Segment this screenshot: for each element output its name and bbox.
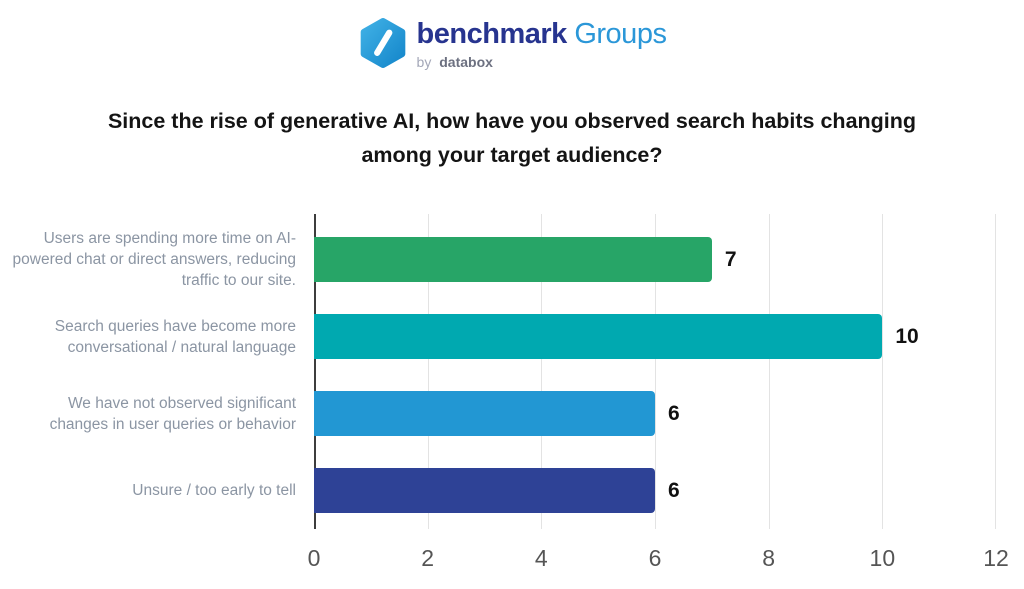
- brand-name-benchmark: benchmark: [416, 18, 568, 50]
- gridline: [995, 214, 996, 529]
- brand-logo: benchmark Groups by databox: [0, 0, 1024, 71]
- chart-row: Unsure / too early to tell 6: [0, 452, 1024, 529]
- brand-byline: by databox: [417, 53, 667, 71]
- value-label: 6: [668, 401, 680, 425]
- bar: [314, 468, 655, 513]
- gridline: [882, 214, 884, 529]
- chart-row: Search queries have become more conversa…: [0, 298, 1024, 375]
- bar: [314, 314, 883, 359]
- value-label: 6: [668, 478, 680, 502]
- bar-chart: Users are spending more time on AI-power…: [0, 214, 1024, 573]
- brand-name: benchmark Groups: [417, 17, 667, 51]
- category-label: Unsure / too early to tell: [132, 482, 296, 499]
- bar: [314, 391, 655, 436]
- databox-hexagon-icon: [360, 18, 405, 68]
- x-tick-label: 6: [648, 545, 662, 571]
- grid-layer: [314, 214, 996, 529]
- bar-cell: 7: [314, 237, 996, 282]
- x-tick-label: 10: [869, 545, 896, 571]
- x-tick-label: 4: [534, 545, 548, 571]
- gridline: [541, 214, 543, 529]
- category-label: We have not observed significant changes…: [49, 394, 296, 433]
- bar: [314, 237, 712, 282]
- gridline: [655, 214, 656, 529]
- x-axis: 0 2 4 6 8 10 12: [308, 545, 1009, 573]
- category-label: Search queries have become more conversa…: [54, 317, 296, 356]
- x-tick-label: 2: [421, 545, 435, 571]
- chart-row: Users are spending more time on AI-power…: [0, 221, 1024, 298]
- value-label: 10: [895, 324, 919, 348]
- brand-name-groups: Groups: [574, 18, 667, 50]
- plot-area: Users are spending more time on AI-power…: [0, 214, 1024, 529]
- gridline: [427, 214, 429, 529]
- x-tick-label: 12: [983, 545, 1009, 571]
- value-label: 7: [724, 247, 737, 271]
- brand-text: benchmark Groups by databox: [417, 17, 667, 71]
- bar-cell: 6: [314, 468, 996, 513]
- byline-databox: databox: [439, 54, 493, 70]
- gridline: [768, 214, 770, 529]
- category-label: Users are spending more time on AI-power…: [12, 230, 296, 289]
- chart-row: We have not observed significant changes…: [0, 375, 1024, 452]
- chart-rows: Users are spending more time on AI-power…: [0, 221, 1024, 529]
- y-axis-line: [314, 214, 316, 529]
- x-tick-label: 0: [307, 545, 321, 571]
- chart-title: Since the rise of generative AI, how hav…: [107, 109, 917, 167]
- bar-cell: 6: [314, 391, 996, 436]
- byline-by: by: [416, 54, 432, 70]
- x-tick-label: 8: [762, 545, 776, 571]
- bar-cell: 10: [314, 314, 996, 359]
